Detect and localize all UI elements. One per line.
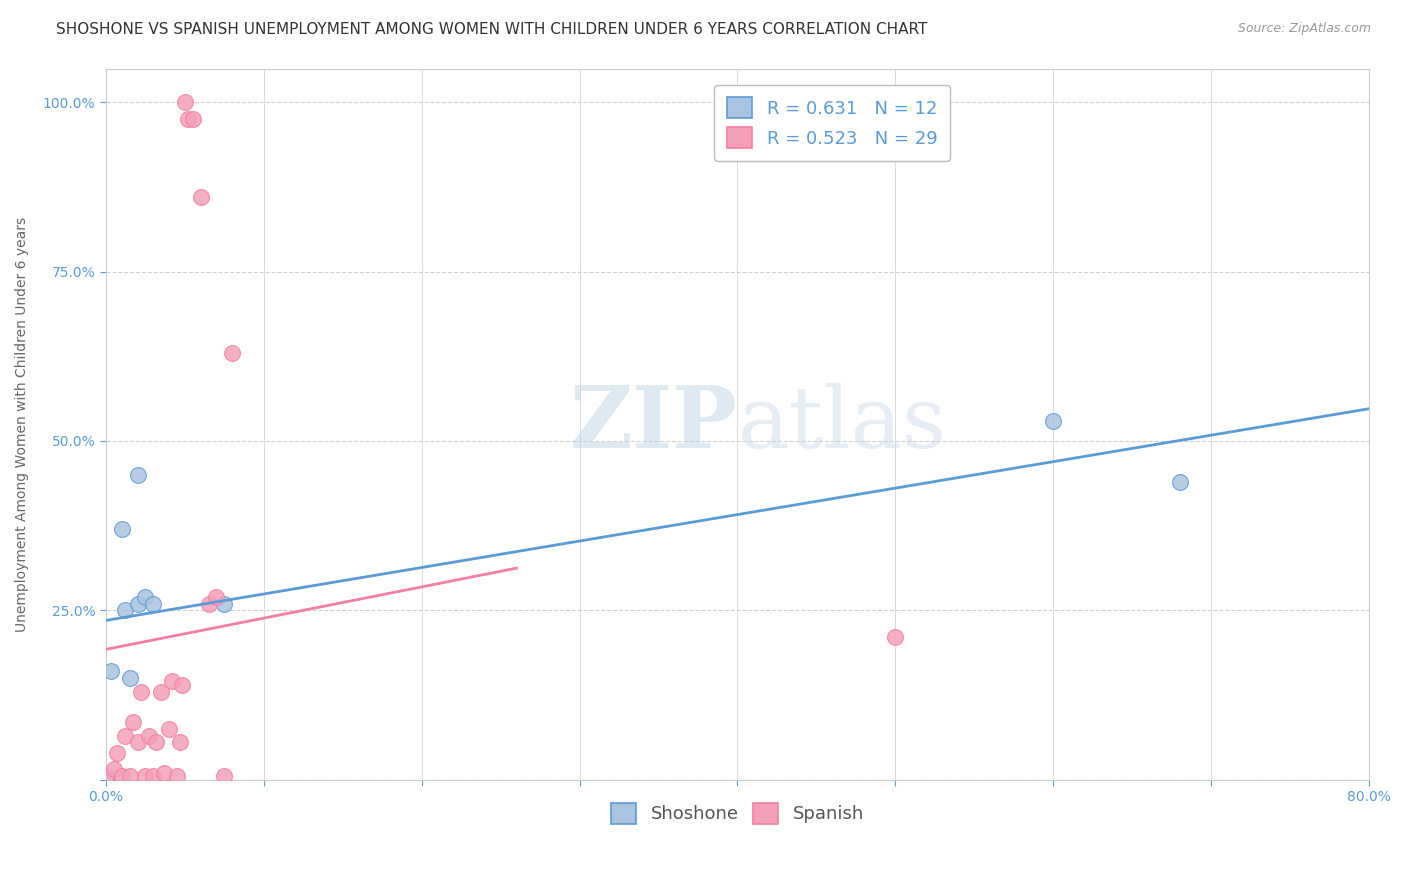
Point (114, 729, 136, 743)
Point (118, 671, 141, 685)
Point (1168, 475, 1191, 489)
Point (1042, 414, 1064, 428)
Point (166, 769, 188, 783)
Point (205, 590, 228, 604)
Point (153, 765, 176, 780)
Point (129, 684, 152, 698)
Point (94, 771, 117, 785)
Point (884, 631, 907, 645)
Point (114, 603, 136, 617)
Point (111, 769, 134, 783)
Point (197, 597, 219, 611)
Y-axis label: Unemployment Among Women with Children Under 6 years: Unemployment Among Women with Children U… (15, 217, 30, 632)
Point (111, 522, 134, 536)
Point (121, 714, 143, 729)
Point (214, 597, 236, 611)
Point (142, 597, 165, 611)
Point (127, 735, 149, 749)
Point (162, 674, 184, 689)
Point (134, 590, 156, 604)
Point (214, 769, 236, 783)
Point (134, 769, 156, 783)
Point (127, 467, 149, 482)
Point (103, 763, 125, 777)
Point (169, 735, 191, 749)
Point (127, 597, 149, 611)
Point (118, 769, 141, 783)
Text: Source: ZipAtlas.com: Source: ZipAtlas.com (1237, 22, 1371, 36)
Point (157, 722, 180, 736)
Point (100, 665, 122, 679)
Point (94, 769, 117, 783)
Text: atlas: atlas (738, 383, 946, 466)
Point (150, 684, 173, 698)
Point (181, 112, 204, 127)
Text: SHOSHONE VS SPANISH UNEMPLOYMENT AMONG WOMEN WITH CHILDREN UNDER 6 YEARS CORRELA: SHOSHONE VS SPANISH UNEMPLOYMENT AMONG W… (56, 22, 928, 37)
Point (190, 190, 212, 204)
Point (170, 678, 193, 692)
Point (142, 769, 165, 783)
Point (145, 735, 167, 749)
Text: ZIP: ZIP (569, 382, 738, 466)
Point (177, 112, 200, 127)
Point (173, 95, 195, 110)
Legend: Shoshone, Spanish: Shoshone, Spanish (600, 792, 875, 835)
Point (105, 746, 128, 760)
Point (138, 729, 160, 743)
Point (221, 346, 243, 360)
